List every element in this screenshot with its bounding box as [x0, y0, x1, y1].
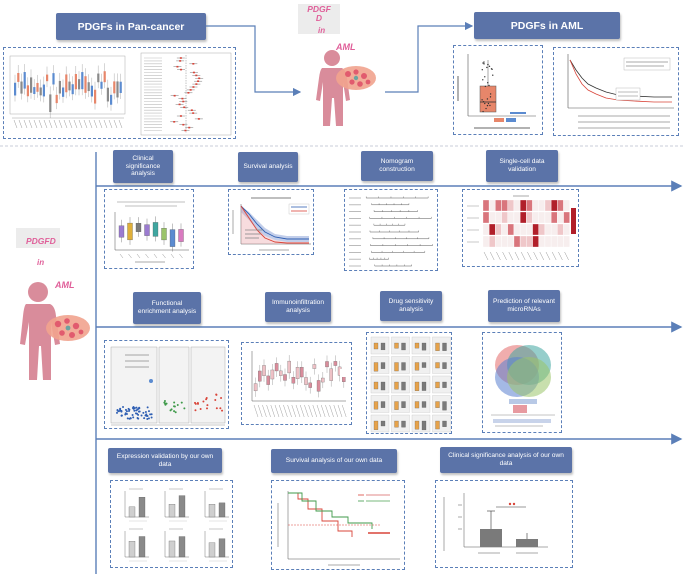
row2-header-immuno: Immunoinfiltration analysis: [265, 292, 331, 322]
aml-expression-panel: [453, 45, 543, 135]
mini-box: [65, 74, 68, 93]
mini-box: [23, 72, 26, 89]
mini-box: [62, 87, 65, 97]
mini-box: [36, 82, 39, 92]
row2-header-microrna: Prediction of relevant microRNAs: [488, 290, 560, 322]
pan-cancer-figures: [9, 52, 232, 136]
functional-enrichment-panel: [104, 340, 229, 429]
mini-box: [17, 73, 20, 82]
mini-box: [100, 81, 103, 89]
clinical-boxplot: [114, 201, 189, 263]
survival-analysis-panel: [228, 189, 314, 255]
row2-header-functional: Functional enrichment analysis: [133, 292, 201, 324]
left-gene-label: PDGFD: [26, 236, 56, 246]
pan-cancer-title: PDGFs in Pan-cancer: [77, 20, 185, 33]
mini-box: [55, 94, 58, 104]
mini-box: [97, 73, 100, 83]
left-disease-label: AML: [55, 280, 75, 290]
left-in-label: in: [37, 258, 45, 267]
human-silhouette-icon: [16, 228, 90, 380]
expression-barcharts: [124, 488, 229, 562]
aml-title-box: PDGFs in AML: [474, 12, 620, 39]
mini-box: [81, 72, 84, 90]
row2-header-drug: Drug sensitivity analysis: [380, 291, 442, 321]
survival-own-panel: [271, 480, 405, 570]
microrna-venn: [491, 345, 555, 427]
mini-box: [87, 82, 90, 92]
clinical-own-panel: [435, 480, 573, 568]
survival-km-plot: [232, 197, 311, 251]
aml-km-plot: [567, 54, 674, 129]
row1-header-nomogram: Nomogram construction: [361, 151, 433, 181]
drug-boxplot-grid: [370, 336, 451, 433]
center-in-label: in: [318, 26, 326, 35]
nomogram-chart: [349, 196, 433, 267]
human-silhouette-icon: [298, 4, 376, 126]
aml-km-panel: [553, 47, 679, 136]
immune-boxplot: [251, 351, 350, 418]
mini-box: [68, 81, 71, 91]
pan-cancer-title-box: PDGFs in Pan-cancer: [56, 13, 206, 40]
mini-box: [90, 85, 93, 97]
mini-box: [30, 77, 33, 93]
center-gene-label: PDGFD: [307, 4, 331, 23]
row1-header-singlecell: Single-cell data validation: [486, 150, 558, 182]
microrna-panel: [482, 332, 562, 433]
row3-header-clinical-own: Clinical significance analysis of our ow…: [440, 447, 572, 473]
top-connector-arrows: [0, 21, 685, 147]
mini-box: [14, 82, 17, 96]
enrichment-plot: [110, 346, 226, 426]
mini-box: [78, 79, 81, 90]
left-human-figure: [2, 228, 92, 388]
center-human-figure: [296, 2, 386, 132]
aml-title: PDGFs in AML: [510, 19, 584, 32]
center-disease-label: AML: [336, 42, 356, 52]
mini-box: [106, 87, 109, 102]
mini-box: [46, 74, 49, 82]
row1-header-survival: Survival analysis: [238, 152, 298, 182]
row3-header-expression: Expression validation by our own data: [108, 448, 222, 473]
mini-box: [39, 87, 42, 96]
aml-expression-boxplot: [457, 54, 536, 129]
mini-box: [84, 76, 87, 93]
single-cell-heatmap: [467, 195, 576, 261]
single-cell-panel: [462, 189, 579, 267]
pan-cancer-figure-panel: [3, 47, 236, 139]
mini-box: [103, 71, 106, 83]
mini-box: [33, 87, 36, 95]
mini-box: [113, 81, 116, 94]
mini-box: [110, 94, 113, 105]
drug-sensitivity-panel: [366, 332, 452, 434]
row1-header-clinical: Clinical significance analysis: [113, 150, 173, 183]
expression-validation-panel: [110, 480, 233, 568]
clinical-significance-panel: [104, 189, 194, 269]
mini-box: [74, 73, 77, 90]
mini-box: [42, 84, 45, 97]
survival-own-plot: [277, 491, 400, 566]
mini-box: [58, 80, 61, 94]
row3-header-survival-own: Survival analysis of our own data: [271, 449, 397, 473]
immunoinfiltration-panel: [241, 342, 352, 425]
mini-box: [116, 81, 119, 98]
mini-box: [52, 73, 55, 85]
mini-box: [49, 94, 52, 113]
clinical-own-barchart: [443, 493, 548, 554]
mini-box: [94, 89, 97, 104]
mini-box: [26, 85, 29, 97]
mini-box: [20, 81, 23, 94]
nomogram-panel: [344, 189, 438, 271]
mini-box: [71, 84, 74, 95]
mini-box: [119, 81, 122, 93]
